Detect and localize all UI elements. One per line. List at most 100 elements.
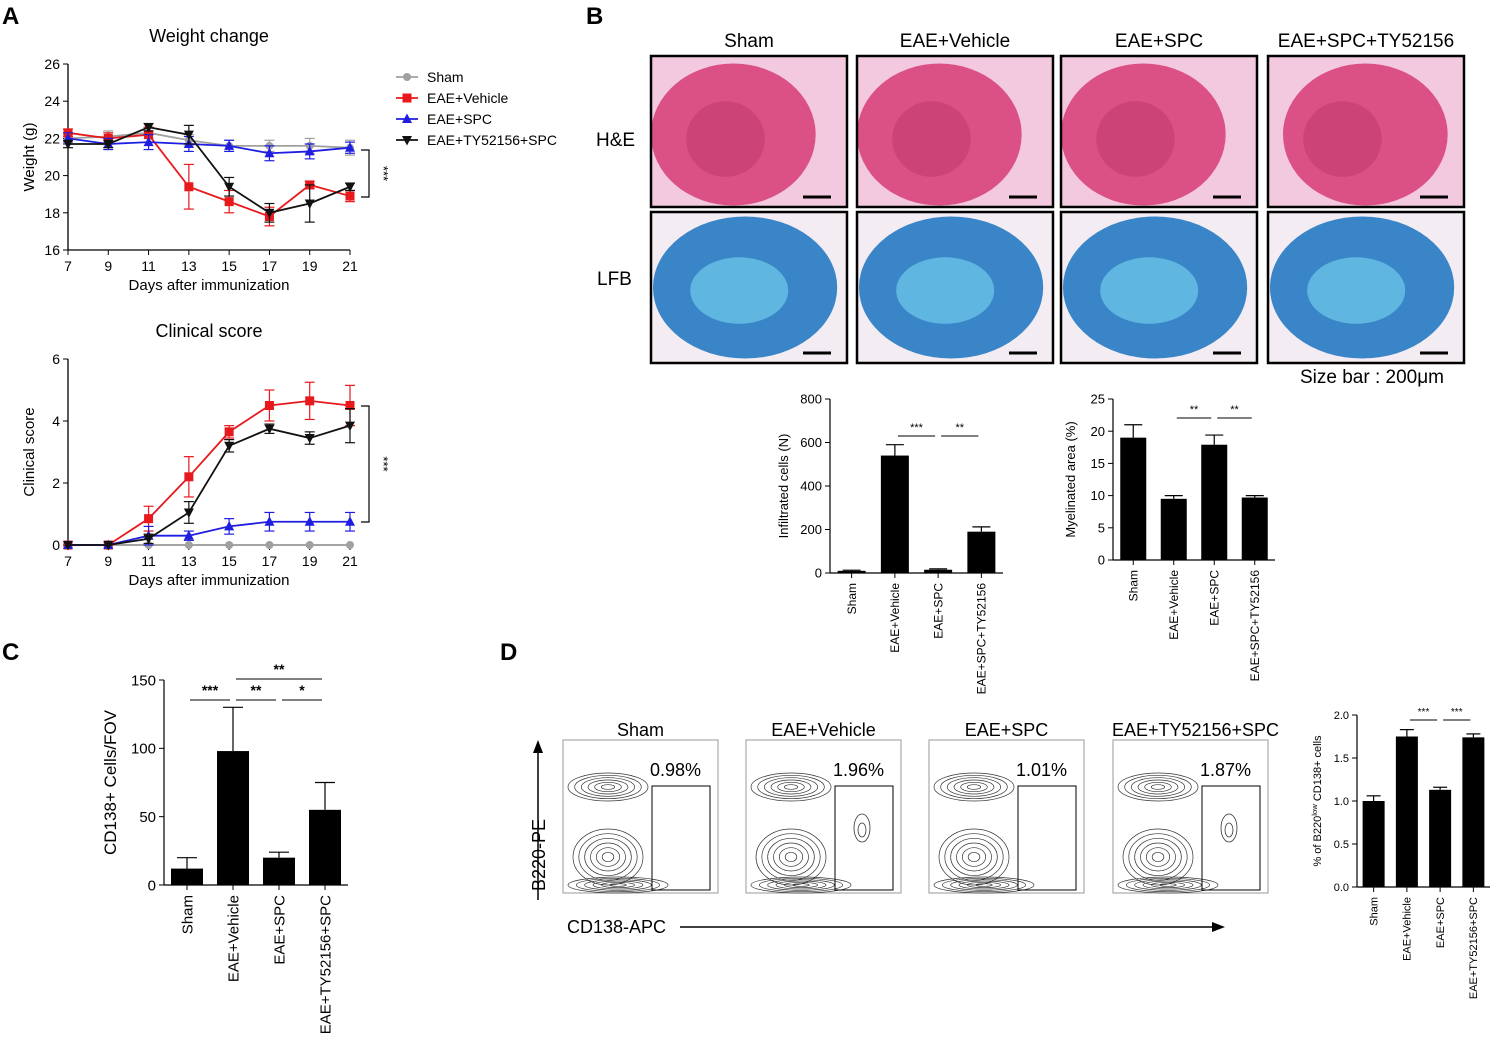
data-point [345, 182, 355, 193]
image-frame [649, 54, 849, 209]
lfb-image [1059, 210, 1259, 365]
y-tick-label: 10 [1091, 488, 1105, 503]
data-point [143, 123, 154, 133]
y-tick-label: 20 [1091, 424, 1105, 439]
y-tick-label: 5 [1098, 520, 1105, 535]
image-frame [1059, 210, 1259, 365]
y-tick-label: 4 [52, 413, 60, 429]
x-tick-label: 19 [302, 553, 318, 569]
contour-line [1145, 847, 1171, 867]
y-tick-label: 16 [44, 242, 60, 258]
gated-population [853, 813, 871, 843]
flow-plot [928, 739, 1085, 894]
x-tick-label: 17 [262, 258, 278, 274]
category-label: EAE+SPC [1207, 570, 1221, 626]
y-label-part: CD138+ cells [1312, 735, 1324, 804]
gate [1201, 785, 1261, 891]
bar [217, 751, 249, 885]
y-tick-label: 2.0 [1334, 710, 1349, 722]
data-point [346, 541, 354, 549]
x-tick-label: 11 [141, 553, 156, 569]
series-eae-ty52156-spc [63, 408, 355, 551]
grey-matter [896, 257, 995, 324]
significance-label: ** [1190, 404, 1199, 416]
legend-label: Sham [427, 69, 464, 85]
contour-line [580, 777, 636, 797]
contour-line [1117, 772, 1199, 802]
contour-line [933, 876, 1035, 894]
histology-column-label: EAE+Vehicle [900, 31, 1010, 52]
series-line [67, 137, 351, 155]
lfb-image [855, 210, 1055, 365]
histology-column-label: EAE+SPC+TY52156 [1278, 31, 1454, 52]
contour-line [761, 833, 821, 881]
bar [1395, 736, 1418, 887]
lfb-image [649, 210, 849, 365]
series-line [68, 126, 351, 214]
significance-label: *** [1451, 707, 1463, 718]
series-line [68, 424, 351, 546]
category-label: Sham [179, 895, 196, 934]
legend-marker [402, 136, 412, 146]
significance-label: ** [274, 661, 285, 677]
contour-line [784, 851, 798, 863]
contour-line [941, 877, 1027, 893]
y-label-part: % of B220 [1312, 816, 1324, 867]
data-point [224, 520, 235, 531]
legend-label: EAE+Vehicle [427, 90, 509, 106]
bar [309, 809, 341, 885]
contour-line [958, 880, 1010, 890]
gate-percentage: 1.96% [833, 760, 884, 780]
grey-matter [686, 101, 765, 177]
image-frame [1059, 54, 1259, 209]
category-label: EAE+SPC [271, 895, 288, 965]
y-tick-label: 200 [800, 522, 822, 537]
contour-line [755, 828, 827, 886]
significance-label: *** [376, 456, 391, 471]
contour-line [584, 837, 632, 877]
contour-line [1124, 774, 1192, 800]
contour-line [960, 781, 988, 793]
contour-line [950, 879, 1018, 891]
y-axis-label: % of B220low CD138+ cells [1310, 735, 1324, 867]
gated-population [857, 822, 867, 838]
y-tick-label: 24 [44, 93, 60, 109]
data-point [264, 401, 274, 410]
he-image [855, 54, 1055, 209]
contour-line [567, 772, 649, 802]
category-label: EAE+TY52156+SPC [1468, 897, 1480, 999]
contour-line [783, 881, 819, 889]
y-axis-label: Clinical score [21, 407, 38, 496]
data-point [345, 142, 355, 152]
y-tick-label: 800 [800, 392, 822, 407]
bar [171, 868, 203, 885]
y-tick-label: 2 [52, 475, 60, 491]
y-tick-label: 0.5 [1334, 839, 1349, 851]
x-axis-label: Days after immunization [129, 277, 290, 294]
image-frame [855, 210, 1055, 365]
category-label: Sham [1126, 570, 1140, 601]
significance-label: *** [910, 422, 924, 434]
y-tick-label: 26 [44, 56, 60, 72]
category-label: Sham [845, 583, 859, 614]
bar [1120, 437, 1147, 560]
data-point [183, 130, 194, 141]
x-tick-label: 9 [104, 553, 112, 569]
significance-bracket [361, 405, 370, 523]
contour-line [933, 772, 1015, 802]
data-point [143, 136, 154, 147]
grey-matter [1096, 101, 1175, 177]
bar [880, 455, 909, 573]
contour-line [956, 842, 992, 872]
y-tick-label: 0.0 [1334, 882, 1349, 894]
contour-line [1137, 779, 1179, 795]
contour-line [600, 784, 616, 790]
grey-matter [892, 101, 971, 177]
contour-line [567, 876, 669, 894]
myelinated-area-chart: 0 5 10 15 20 25 Myelinated area (%) Sham EAE+Veh… [1063, 392, 1275, 681]
x-tick-label: 15 [221, 258, 237, 274]
contour-line [758, 877, 844, 893]
data-point [224, 140, 235, 150]
series-line [67, 131, 351, 149]
